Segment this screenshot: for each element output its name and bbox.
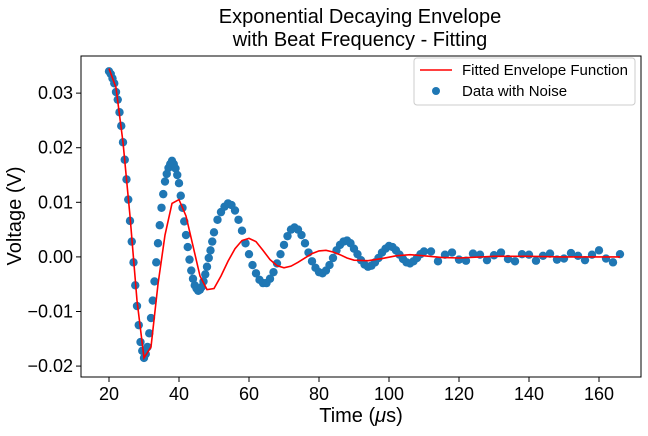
data-point [307,257,317,266]
data-point [489,251,499,260]
data-point [152,258,161,267]
data-point [594,246,604,255]
data-point [183,242,192,252]
data-point [279,240,289,250]
x-axis: 20 40 60 80 100 120 140 160 [99,377,614,404]
data-point [244,249,254,259]
y-tick-label: 0.01 [38,192,73,212]
data-point [531,256,541,265]
data-point [145,329,154,338]
data-point [251,269,261,278]
legend-swatch-scatter [432,87,440,95]
data-point [426,247,436,256]
data-point [136,337,145,347]
x-tick-label: 80 [309,384,329,404]
data-point [566,248,576,258]
data-point [148,296,157,305]
legend: Fitted Envelope Function Data with Noise [413,57,636,106]
x-tick-label: 140 [514,384,544,404]
data-point [209,228,219,237]
x-tick-label: 60 [239,384,259,404]
x-tick-label: 40 [169,384,189,404]
legend-box [413,57,636,106]
data-point [510,257,520,266]
data-point [545,249,555,258]
data-point [202,262,212,271]
chart-title-line-2: with Beat Frequency - Fitting [232,29,488,51]
data-point [208,237,217,246]
data-point [433,257,443,266]
data-point [171,164,180,173]
data-point [174,179,184,188]
data-point [248,260,257,270]
y-axis: −0.02 −0.01 0.00 0.01 0.02 0.03 [27,83,81,376]
x-axis-label: Time (μs) [319,405,403,427]
data-point [573,251,583,261]
y-tick-label: 0.00 [38,247,73,267]
data-point [201,270,210,279]
data-point [419,247,429,256]
data-point [150,277,159,286]
data-point [160,177,170,186]
data-point [297,230,306,240]
data-point [230,206,240,215]
data-point [234,215,243,224]
data-point [300,239,310,248]
data-point [134,320,143,330]
data-point [496,248,506,257]
legend-label-data: Data with Noise [462,83,567,100]
data-point [146,313,156,323]
y-tick-label: 0.03 [38,83,73,103]
data-point [454,255,464,264]
data-point [185,255,194,264]
data-point [187,266,196,275]
x-tick-label: 160 [584,384,614,404]
data-point [265,274,275,283]
data-point [580,255,590,265]
data-point [241,239,250,248]
data-point [283,231,292,241]
data-point [181,230,191,240]
x-tick-label: 120 [444,384,474,404]
data-point [524,250,534,259]
data-point [176,191,185,200]
data-point [328,253,338,263]
data-point [482,255,492,265]
y-tick-label: 0.02 [38,138,73,158]
y-axis-label: Voltage (V) [4,167,26,266]
chart-title-line-1: Exponential Decaying Envelope [219,6,501,28]
data-point [559,254,569,263]
data-point [155,221,164,230]
fit-line-series [108,68,620,361]
data-point [608,258,618,267]
legend-label-fit: Fitted Envelope Function [462,62,628,79]
data-point [173,170,182,180]
data-point [157,203,166,212]
data-point [204,253,213,263]
data-point [188,274,198,283]
data-point [159,189,168,199]
data-point [269,267,278,277]
data-point [276,249,285,259]
fit-line [108,68,620,361]
data-point [468,249,478,258]
x-tick-label: 100 [374,384,404,404]
data-point [461,256,471,265]
y-tick-label: −0.02 [27,356,73,376]
data-point [447,248,457,257]
plot-area [80,55,642,378]
data-point [325,260,334,270]
x-tick-label: 20 [99,384,119,404]
data-point [237,226,247,235]
data-point [206,246,215,255]
data-point [213,215,222,224]
y-tick-label: −0.01 [27,301,73,321]
data-point [153,239,163,248]
